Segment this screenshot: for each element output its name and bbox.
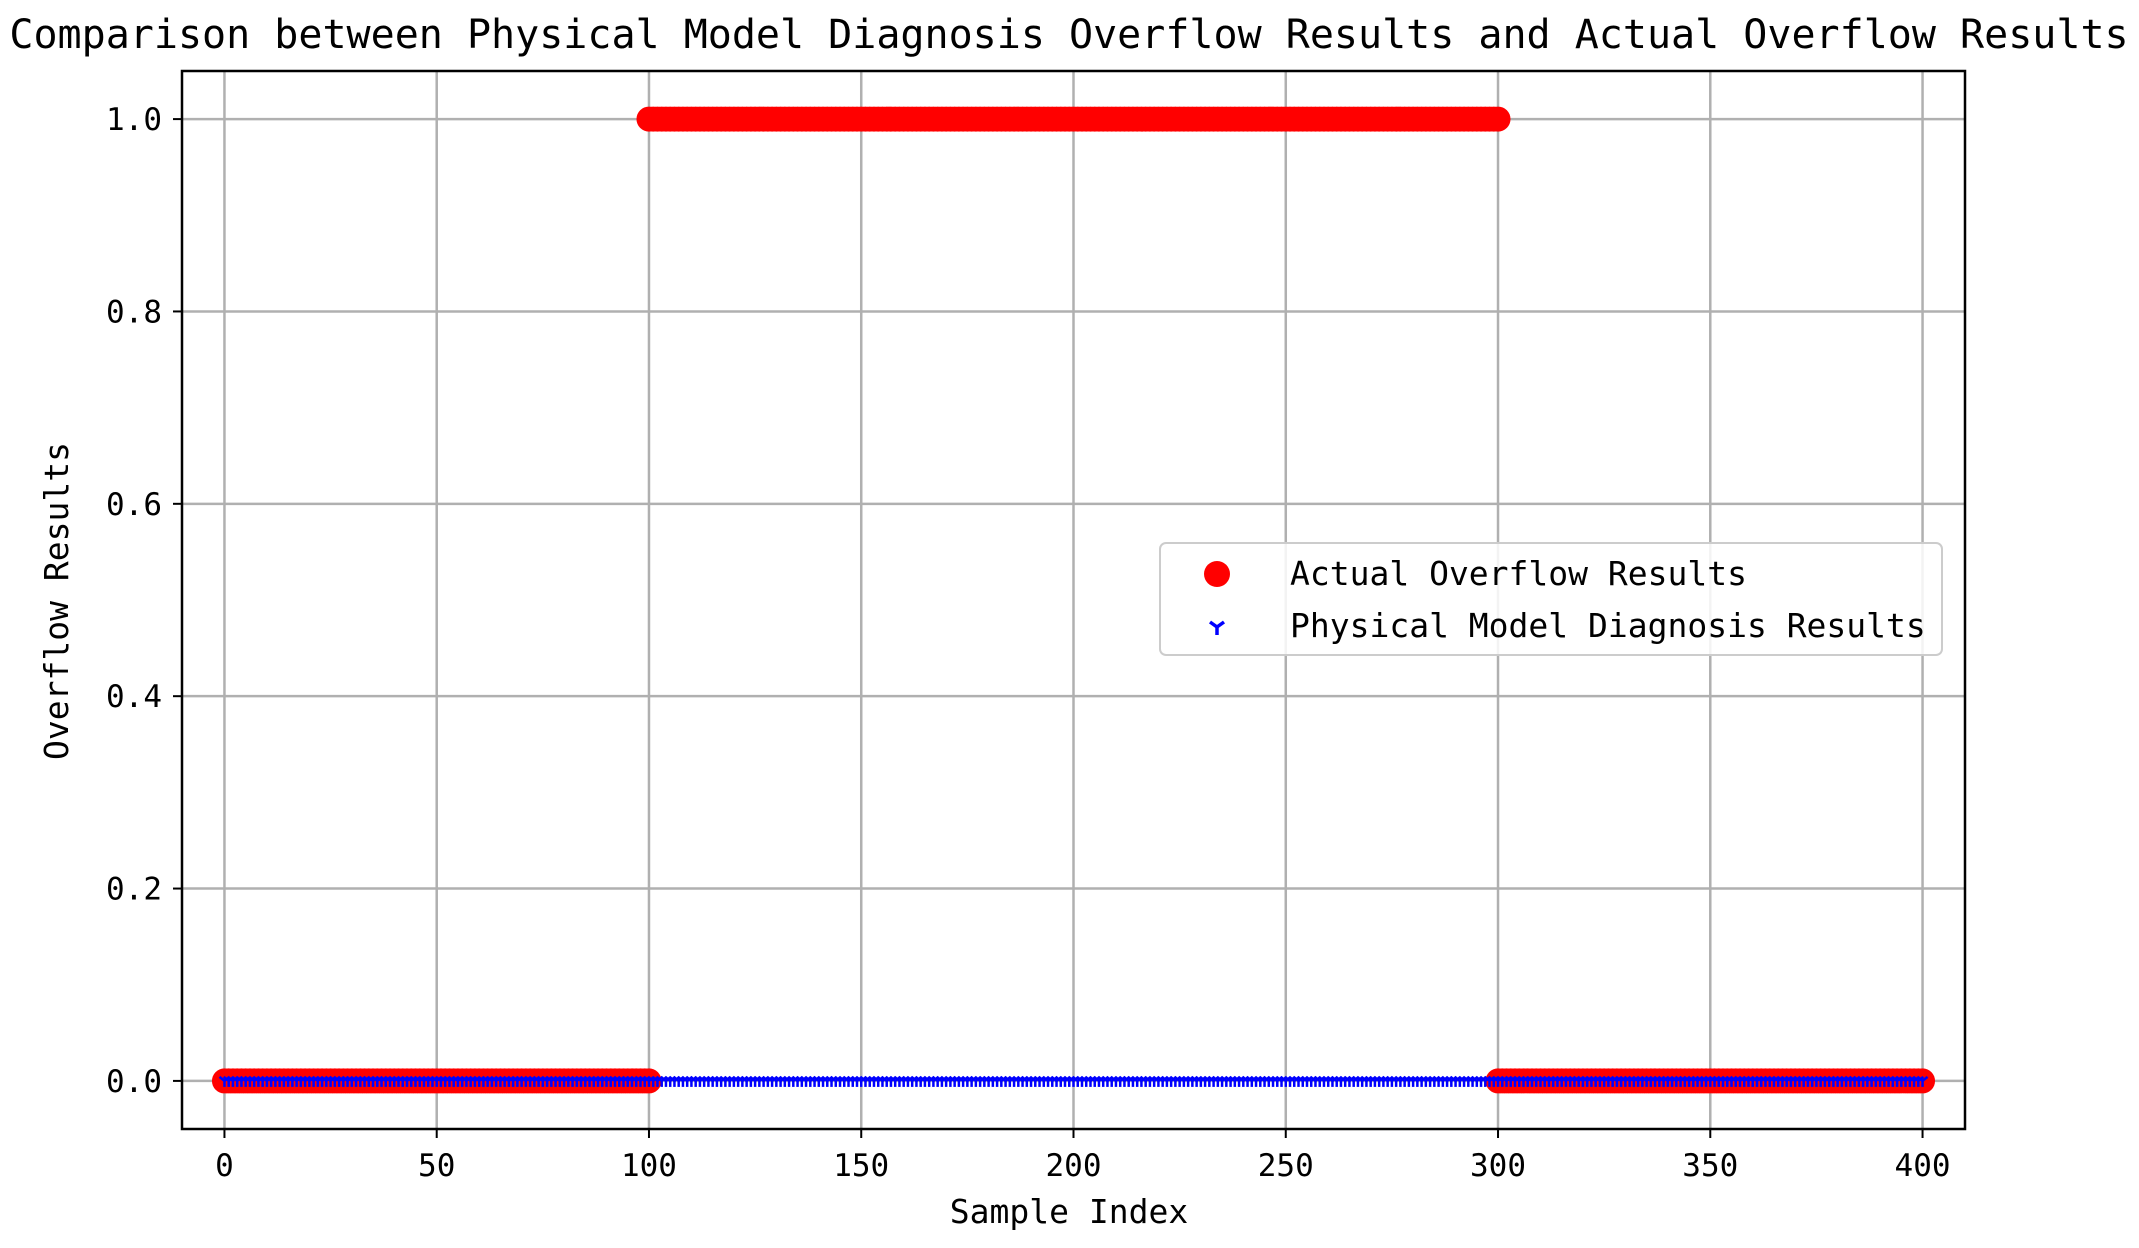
- chart-title: Comparison between Physical Model Diagno…: [9, 12, 2128, 58]
- x-tick-label: 250: [1258, 1148, 1314, 1184]
- legend-label-actual: Actual Overflow Results: [1290, 554, 1747, 593]
- x-tick-label: 200: [1046, 1148, 1102, 1184]
- y-tick-label: 0.6: [106, 487, 162, 523]
- legend: Actual Overflow Results Physical Model D…: [1159, 542, 1943, 656]
- x-tick-label: 400: [1895, 1148, 1951, 1184]
- y-axis-label: Overflow Results: [37, 442, 76, 760]
- y-tick-label: 0.0: [106, 1064, 162, 1100]
- y-tick-label: 1.0: [106, 102, 162, 138]
- x-tick-label: 100: [621, 1148, 677, 1184]
- series-diagnosis: [218, 1075, 1929, 1087]
- x-axis-ticks: 0 50 100 150 200 250 300 350 400: [215, 1129, 1951, 1184]
- x-axis-label: Sample Index: [950, 1192, 1188, 1231]
- y-tick-label: 0.8: [106, 294, 162, 330]
- plot-data: [211, 106, 1936, 1094]
- legend-box: [1159, 542, 1943, 656]
- actual-point: [1485, 106, 1511, 132]
- x-tick-label: 300: [1470, 1148, 1526, 1184]
- x-tick-label: 350: [1682, 1148, 1738, 1184]
- y-tick-label: 0.2: [106, 872, 162, 908]
- x-tick-label: 0: [215, 1148, 234, 1184]
- x-tick-label: 150: [833, 1148, 889, 1184]
- y-axis-ticks: 0.0 0.2 0.4 0.6 0.8 1.0: [106, 102, 182, 1100]
- legend-marker-diagnosis: [1208, 620, 1226, 635]
- x-tick-label: 50: [418, 1148, 455, 1184]
- legend-marker-actual: [1204, 561, 1230, 587]
- legend-label-diagnosis: Physical Model Diagnosis Results: [1290, 606, 1926, 645]
- diagnosis-point: [1916, 1075, 1929, 1087]
- y-tick-label: 0.4: [106, 679, 162, 715]
